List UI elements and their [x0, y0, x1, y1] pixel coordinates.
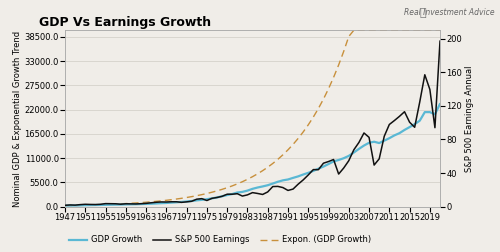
- Y-axis label: Nominal GDP & Exponential Growth Trend: Nominal GDP & Exponential Growth Trend: [12, 30, 22, 206]
- Text: 🦅: 🦅: [419, 8, 426, 18]
- Text: GDP Vs Earnings Growth: GDP Vs Earnings Growth: [39, 16, 211, 29]
- Text: Real Investment Advice: Real Investment Advice: [404, 8, 495, 17]
- Legend: GDP Growth, S&P 500 Earnings, Expon. (GDP Growth): GDP Growth, S&P 500 Earnings, Expon. (GD…: [66, 232, 374, 248]
- Y-axis label: S&P 500 Earnings Annual: S&P 500 Earnings Annual: [465, 65, 474, 172]
